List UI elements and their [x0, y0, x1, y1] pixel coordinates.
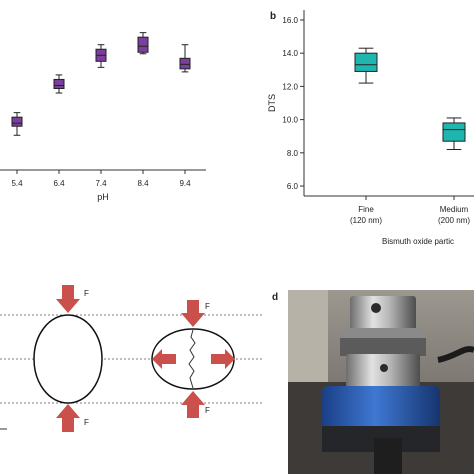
panel-b-x-ticks: Fine (120 nm) Medium (200 nm) [350, 196, 470, 225]
force-arrow-bottom-right [181, 391, 205, 418]
force-label-top-left: F [84, 289, 89, 298]
panel-b-y-ticks: 6.0 8.0 10.0 12.0 14.0 16.0 [282, 16, 304, 191]
tension-arrow-right [211, 349, 235, 369]
sensor-cable [437, 346, 474, 363]
panel-a-box-1 [53, 78, 65, 89]
load-cell [322, 386, 440, 428]
panel-a-x-ticks: 5.4 6.4 7.4 8.4 9.4 [11, 170, 191, 188]
panel-a-x-tick-label-1: 6.4 [53, 179, 65, 188]
cable-connector [374, 438, 402, 474]
panel-a-boxes [11, 32, 191, 136]
panel-a-x-label: pH [97, 192, 109, 202]
panel-b-chart: 6.0 8.0 10.0 12.0 14.0 16.0 Fine (120 nm) Mediu… [267, 10, 474, 246]
specimen-holder [340, 338, 426, 356]
panel-b-x-tick-label-1-1: (200 nm) [438, 216, 470, 225]
specimen-intact [33, 314, 103, 404]
panel-b-x-label: Bismuth oxide partic [382, 237, 454, 246]
lower-platen-hole [380, 364, 388, 372]
panel-a-x-tick-label-0: 5.4 [11, 179, 23, 188]
panel-b-y-tick-label-4: 14.0 [282, 49, 298, 58]
panel-b-y-tick-label-3: 12.0 [282, 82, 298, 91]
fracture-crack [188, 329, 196, 389]
panel-a-box-0 [11, 116, 23, 127]
panel-a-chart: 5.4 6.4 7.4 8.4 9.4 pH [0, 32, 206, 202]
panel-b-box-1 [442, 122, 466, 142]
force-label-bottom-left: F [84, 418, 89, 427]
panel-a-box-3 [137, 36, 149, 53]
force-label-bottom-right: F [205, 406, 210, 415]
apparatus-photo [288, 290, 474, 474]
panel-b-boxes [354, 47, 466, 150]
panel-a-x-tick-label-4: 9.4 [179, 179, 191, 188]
panel-b-box-0 [354, 52, 378, 72]
panel-b-x-tick-label-0-1: (120 nm) [350, 216, 382, 225]
force-arrow-top-left [56, 285, 80, 313]
panel-b-y-tick-label-2: 10.0 [282, 116, 298, 125]
panel-b-y-tick-label-5: 16.0 [282, 16, 298, 25]
tension-arrow-left [152, 349, 176, 369]
panel-b-y-tick-label-1: 8.0 [287, 149, 299, 158]
panel-b-x-tick-label-1-0: Medium [440, 205, 469, 214]
upper-platen-collar [344, 328, 422, 338]
upper-platen [350, 296, 416, 330]
panel-b-y-tick-label-0: 6.0 [287, 182, 299, 191]
upper-platen-hole [371, 303, 381, 313]
panel-b-x-tick-label-0-0: Fine [358, 205, 374, 214]
panel-b-y-label: DTS [267, 94, 277, 112]
panel-c-diagram: F F F F [0, 285, 262, 432]
force-label-top-right: F [205, 302, 210, 311]
force-arrow-top-right [181, 300, 205, 327]
panel-a-x-tick-label-3: 8.4 [137, 179, 149, 188]
force-arrow-bottom-left [56, 404, 80, 432]
panel-b-letter: b [270, 11, 276, 22]
panel-a-x-tick-label-2: 7.4 [95, 179, 107, 188]
panel-d-letter: d [272, 292, 278, 303]
apparatus-illustration [288, 290, 474, 474]
panel-a-box-4 [179, 57, 191, 70]
